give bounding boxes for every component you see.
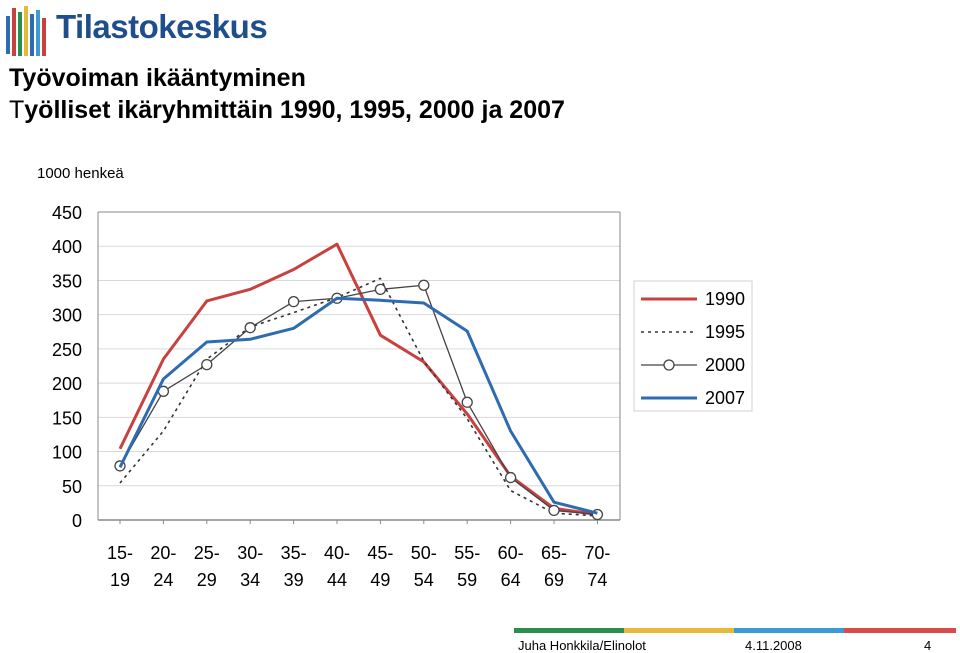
footer-bar-segment	[844, 628, 956, 633]
x-tick-label: 29	[197, 570, 217, 590]
data-point-2000	[461, 396, 473, 408]
legend-label: 1990	[705, 289, 745, 309]
legend-label: 2007	[705, 388, 745, 408]
x-tick-label: 39	[284, 570, 304, 590]
page-title: Työvoiman ikääntyminen	[9, 64, 306, 92]
data-point-2000	[244, 322, 256, 334]
series-line-2000	[119, 284, 598, 516]
data-point-2000	[548, 504, 560, 517]
tilastokeskus-logo	[6, 6, 46, 56]
subtitle-text: yölliset ikäryhmittäin 1990, 1995, 2000 …	[24, 96, 565, 124]
legend-label: 2000	[705, 355, 745, 375]
series-line-1990	[118, 242, 598, 517]
y-tick-label: 0	[72, 511, 82, 531]
series-line-1995	[119, 277, 598, 517]
data-point-2000	[504, 471, 517, 484]
x-tick-label: 74	[587, 570, 607, 590]
data-point-2000	[201, 358, 213, 371]
x-tick-label: 45-	[367, 543, 393, 563]
x-tick-label: 59	[457, 570, 477, 590]
footer-page-number: 4	[924, 638, 932, 653]
x-tick-label: 65-	[541, 543, 567, 563]
footer-color-bar	[514, 628, 956, 633]
y-tick-label: 150	[52, 408, 82, 428]
y-axis-unit-label: 1000 henkeä	[37, 165, 124, 182]
footer-bar-segment	[734, 628, 844, 633]
x-tick-label: 35-	[281, 543, 307, 563]
footer-author: Juha Honkkila/Elinolot	[518, 638, 646, 653]
y-tick-label: 200	[52, 374, 82, 394]
legend-box	[633, 280, 753, 412]
footer-date: 4.11.2008	[745, 638, 802, 653]
x-tick-label: 24	[153, 570, 173, 590]
x-tick-label: 44	[327, 570, 347, 590]
x-tick-label: 34	[240, 570, 260, 590]
series-line-2007	[118, 296, 598, 515]
logo-text: Tilastokeskus	[56, 8, 268, 45]
x-tick-label: 60-	[498, 543, 524, 563]
x-tick-label: 70-	[584, 543, 610, 563]
x-tick-label: 30-	[237, 543, 263, 563]
footer-bar-segment	[514, 628, 624, 633]
legend-label: 1995	[705, 322, 745, 342]
y-tick-label: 450	[52, 203, 82, 223]
logo-mark-icon	[6, 6, 46, 56]
x-tick-label: 55-	[454, 543, 480, 563]
subtitle-first-letter: T	[9, 96, 25, 124]
data-point-2000	[287, 296, 300, 308]
x-tick-label: 50-	[411, 543, 437, 563]
data-point-2000	[374, 283, 387, 295]
y-tick-label: 100	[52, 443, 82, 463]
x-tick-label: 69	[544, 570, 564, 590]
y-tick-label: 400	[52, 237, 82, 257]
data-point-2000	[418, 279, 430, 291]
y-tick-label: 50	[62, 477, 82, 497]
x-tick-label: 15-	[107, 543, 133, 563]
x-tick-label: 19	[110, 570, 130, 590]
y-tick-label: 300	[52, 306, 82, 326]
y-tick-label: 250	[52, 340, 82, 360]
x-tick-label: 54	[414, 570, 434, 590]
page-subtitle: Työlliset ikäryhmittäin 1990, 1995, 2000…	[9, 96, 565, 125]
y-tick-label: 350	[52, 271, 82, 291]
legend-marker-2000	[663, 359, 675, 371]
x-tick-label: 49	[370, 570, 390, 590]
x-tick-label: 40-	[324, 543, 350, 563]
footer-bar-segment	[624, 628, 734, 633]
x-tick-label: 64	[501, 570, 521, 590]
x-tick-label: 20-	[150, 543, 176, 563]
x-tick-label: 25-	[194, 543, 220, 563]
